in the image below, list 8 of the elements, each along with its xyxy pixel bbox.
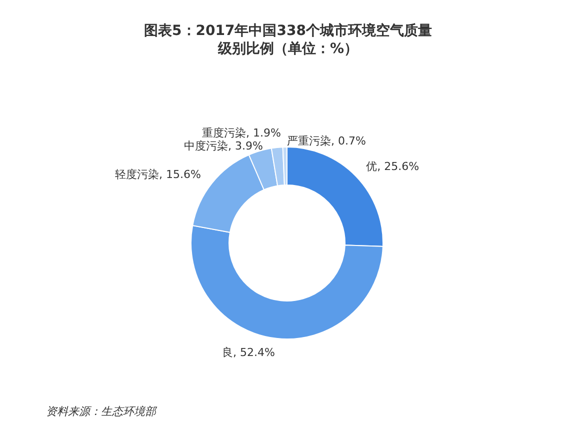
slice-label: 严重污染, 0.7% xyxy=(287,134,366,148)
slice-label: 轻度污染, 15.6% xyxy=(115,168,201,181)
slice-label: 优, 25.6% xyxy=(366,160,420,174)
slice-label: 良, 52.4% xyxy=(222,346,275,359)
slice-label: 中度污染, 3.9% xyxy=(184,140,263,152)
text: 资料来源：生态环境部 xyxy=(46,404,156,419)
slice-label: 重度污染, 1.9% xyxy=(202,126,281,140)
chart-title: 图表5：2017年中国338个城市环境空气质量级别比例（单位：%） xyxy=(143,22,433,58)
